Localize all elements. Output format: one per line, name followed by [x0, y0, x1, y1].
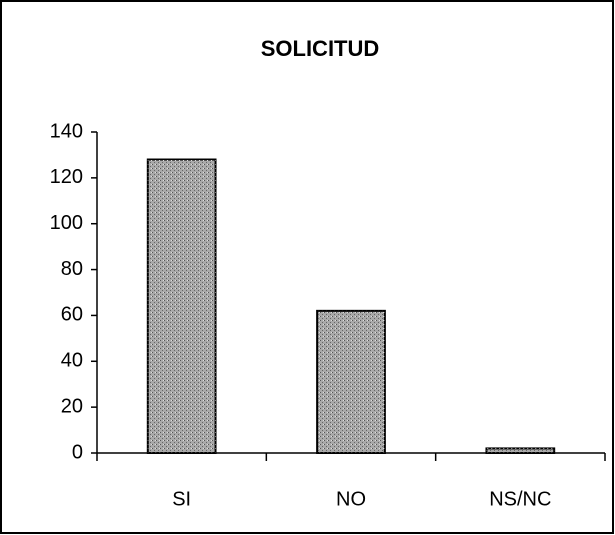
y-tick-label: 60 — [61, 304, 83, 326]
y-tick-label: 100 — [50, 212, 83, 234]
x-tick-label: NS/NC — [489, 488, 551, 510]
bar-texture — [147, 159, 216, 453]
bar-texture — [317, 310, 385, 453]
y-tick-label: 120 — [50, 166, 83, 188]
y-tick-label: 80 — [61, 258, 83, 280]
y-tick-label: 20 — [61, 395, 83, 417]
x-tick-label: NO — [336, 488, 366, 510]
y-tick-label: 140 — [50, 120, 83, 142]
x-tick-label: SI — [172, 488, 191, 510]
chart-title: SOLICITUD — [261, 36, 380, 61]
bar-texture — [486, 448, 555, 453]
y-tick-label: 40 — [61, 350, 83, 372]
y-tick-label: 0 — [72, 441, 83, 463]
